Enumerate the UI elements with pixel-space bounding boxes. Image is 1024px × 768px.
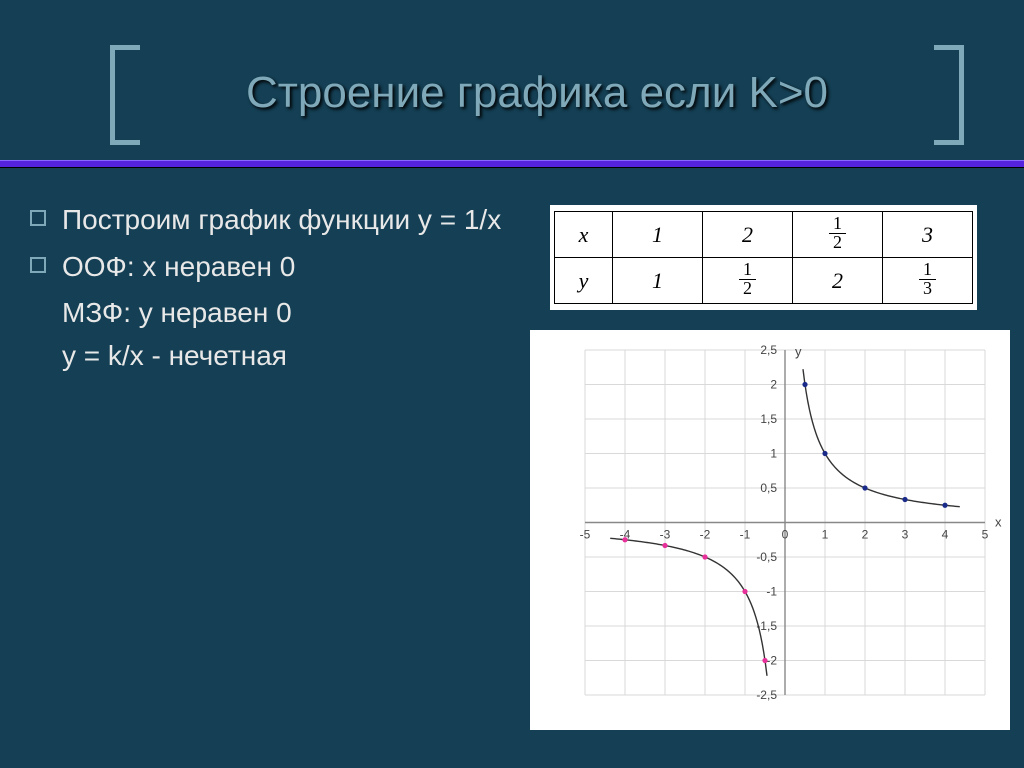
svg-text:4: 4 bbox=[942, 528, 949, 542]
svg-text:1: 1 bbox=[822, 528, 829, 542]
slide-title: Строение графика если K>0 bbox=[110, 50, 964, 118]
svg-text:2,5: 2,5 bbox=[760, 343, 777, 357]
bullet-icon bbox=[30, 210, 46, 226]
svg-text:-2,5: -2,5 bbox=[756, 688, 777, 702]
svg-text:-0,5: -0,5 bbox=[756, 550, 777, 564]
svg-text:2: 2 bbox=[862, 528, 869, 542]
hyperbola-chart: -5-4-3-2-1012345-2,5-2-1,5-1-0,50,511,52… bbox=[530, 330, 1010, 730]
svg-text:2: 2 bbox=[770, 378, 777, 392]
bracket-right bbox=[934, 45, 964, 145]
bullet-2a: МЗФ: y неравен 0 bbox=[62, 293, 530, 334]
values-table: x12123y112213 bbox=[550, 205, 977, 310]
bullet-1: Построим график функции y = 1/x bbox=[62, 200, 501, 241]
svg-text:1,5: 1,5 bbox=[760, 412, 777, 426]
svg-text:0,5: 0,5 bbox=[760, 481, 777, 495]
bracket-left bbox=[110, 45, 140, 145]
svg-text:-5: -5 bbox=[580, 528, 591, 542]
svg-text:x: x bbox=[995, 515, 1002, 530]
svg-text:0: 0 bbox=[782, 528, 789, 542]
svg-text:5: 5 bbox=[982, 528, 989, 542]
divider-bar bbox=[0, 160, 1024, 168]
svg-text:3: 3 bbox=[902, 528, 909, 542]
bullet-2b: y = k/x - нечетная bbox=[62, 336, 530, 377]
svg-text:-2: -2 bbox=[766, 654, 777, 668]
svg-text:y: y bbox=[795, 344, 802, 359]
svg-text:-3: -3 bbox=[660, 528, 671, 542]
svg-text:-2: -2 bbox=[700, 528, 711, 542]
title-region: Строение графика если K>0 bbox=[110, 50, 964, 140]
body-text: Построим график функции y = 1/x ООФ: х н… bbox=[30, 200, 530, 378]
bullet-icon bbox=[30, 257, 46, 273]
svg-text:-1: -1 bbox=[766, 585, 777, 599]
svg-text:-1: -1 bbox=[740, 528, 751, 542]
bullet-2: ООФ: х неравен 0 bbox=[62, 247, 295, 288]
svg-text:1: 1 bbox=[770, 447, 777, 461]
